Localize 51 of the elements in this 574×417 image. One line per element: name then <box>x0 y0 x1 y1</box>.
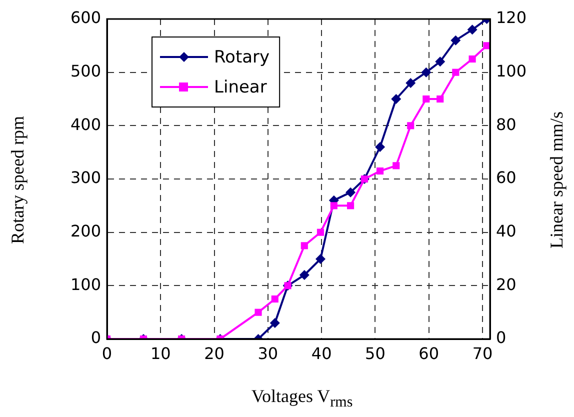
y-tick-label: 300 <box>70 168 101 188</box>
point <box>375 142 386 152</box>
y2-tick-label: 100 <box>496 61 527 80</box>
point <box>330 202 338 210</box>
point <box>271 295 278 303</box>
point <box>467 24 478 35</box>
x-tick-label: 30 <box>258 344 278 363</box>
x-tick-label: 50 <box>365 344 386 363</box>
x-tick-label: 20 <box>204 344 224 363</box>
point <box>421 67 432 78</box>
point <box>346 202 354 210</box>
y2-tick-label: 80 <box>496 114 516 134</box>
point <box>391 94 402 104</box>
y2-tick-label: 40 <box>496 221 516 240</box>
y-tick-label: 100 <box>70 274 101 294</box>
point <box>254 308 262 316</box>
y2-tick-label: 120 <box>496 8 527 28</box>
y-axis-title: Rotary speed rpm <box>8 116 28 244</box>
point <box>468 55 476 63</box>
y-tick-label: 400 <box>70 114 101 134</box>
point <box>270 318 280 328</box>
y2-tick-label: 60 <box>496 168 516 188</box>
point <box>407 122 414 130</box>
legend-label: Linear <box>214 77 267 98</box>
y-tick-label: 200 <box>70 221 101 240</box>
point <box>436 95 444 103</box>
point <box>392 162 400 170</box>
x-axis-title: Voltages V$_{rms}$ <box>250 386 354 412</box>
point <box>450 35 461 46</box>
y-tick-label: 500 <box>70 61 101 80</box>
x-tick-label: 40 <box>311 344 332 363</box>
y2-tick-label: 0 <box>496 328 506 348</box>
point <box>376 167 384 175</box>
point <box>483 42 490 50</box>
x-tick-label: 60 <box>418 344 440 363</box>
y2-tick-label: 20 <box>496 274 516 294</box>
point <box>422 95 430 103</box>
y2-axis-title: Linear speed mm/s <box>546 112 568 248</box>
point <box>300 242 308 250</box>
point <box>315 254 326 264</box>
point <box>406 78 416 88</box>
y-tick-label: 600 <box>70 8 101 28</box>
point <box>346 187 356 198</box>
point <box>316 228 324 236</box>
point <box>452 68 460 76</box>
x-tick-label: 70 <box>472 344 493 363</box>
x-tick-label: 10 <box>150 344 171 363</box>
y-tick-label: 0 <box>90 328 101 348</box>
point <box>435 56 446 67</box>
point <box>299 270 310 280</box>
legend-label: Rotary <box>214 47 270 68</box>
